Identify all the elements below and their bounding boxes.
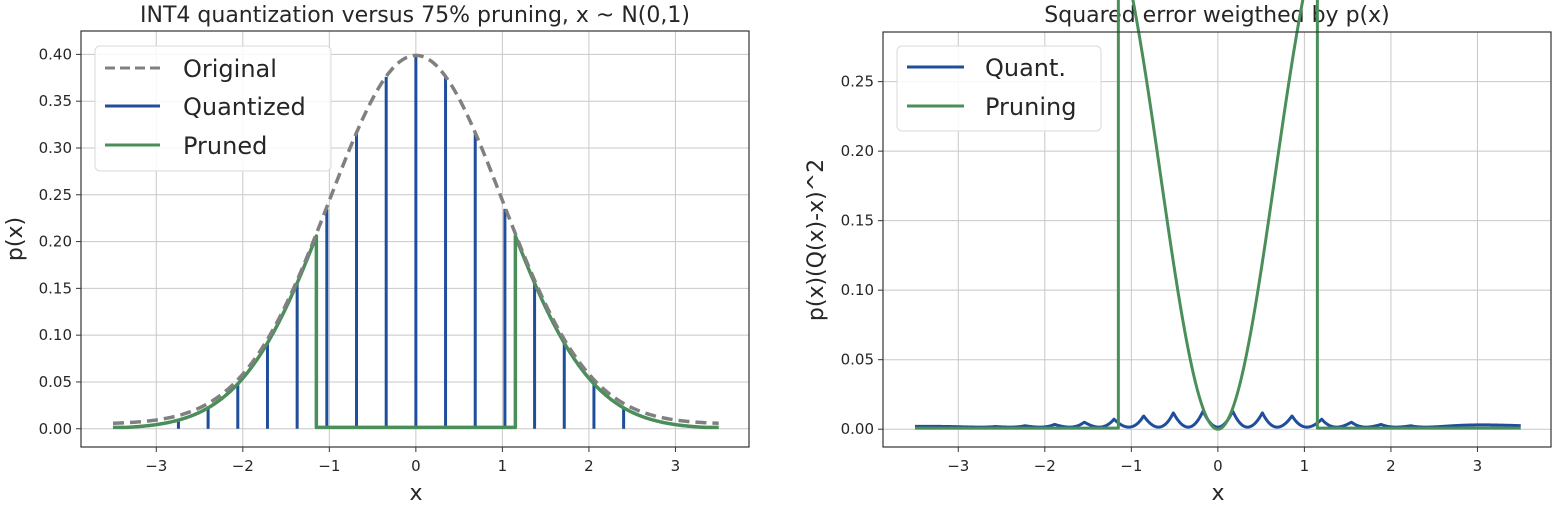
right-ylabel: p(x)(Q(x)-x)^2 xyxy=(804,159,829,321)
x-tick-label: −3 xyxy=(947,457,969,475)
legend-original-label: Original xyxy=(183,55,277,83)
x-tick-label: 3 xyxy=(1473,457,1483,475)
left-xlabel: x xyxy=(409,481,422,504)
y-tick-label: 0.05 xyxy=(39,373,72,391)
y-tick-label: 0.00 xyxy=(39,420,72,438)
y-tick-label: 0.35 xyxy=(39,92,72,110)
pruning-error-line xyxy=(915,0,1521,431)
left-plot-area xyxy=(112,53,720,430)
x-tick-label: −3 xyxy=(145,457,167,475)
y-tick-label: 0.00 xyxy=(841,420,874,438)
left-legend: Original Quantized Pruned xyxy=(94,45,332,172)
right-legend: Quant. Pruning xyxy=(896,45,1102,132)
right-plot-area xyxy=(913,0,1522,431)
x-tick-label: 2 xyxy=(584,457,594,475)
x-tick-label: −1 xyxy=(318,457,340,475)
original-line xyxy=(112,53,719,426)
left-chart: INT4 quantization versus 75% pruning, x … xyxy=(3,3,750,506)
y-tick-label: 0.05 xyxy=(841,351,874,369)
x-tick-label: −1 xyxy=(1120,457,1142,475)
x-tick-label: −2 xyxy=(1034,457,1056,475)
x-tick-label: 0 xyxy=(1213,457,1223,475)
legend-pruned-label: Pruned xyxy=(183,132,267,160)
y-tick-label: 0.15 xyxy=(39,279,72,297)
left-ticks: −3 −2 −1 0 1 2 3 0.00 0.05 0.10 0.15 0.20 0.25 0.30 0.… xyxy=(39,45,681,475)
left-ylabel: p(x) xyxy=(3,217,28,261)
y-tick-label: 0.10 xyxy=(39,326,72,344)
y-tick-label: 0.15 xyxy=(841,212,874,230)
legend-pruning-label: Pruning xyxy=(985,93,1076,121)
x-tick-label: 0 xyxy=(411,457,421,475)
legend-quant-label: Quant. xyxy=(985,54,1066,82)
legend-quantized-label: Quantized xyxy=(183,93,306,121)
x-tick-label: 1 xyxy=(498,457,508,475)
y-tick-label: 0.20 xyxy=(39,233,72,251)
y-tick-label: 0.10 xyxy=(841,281,874,299)
right-ticks: −3 −2 −1 0 1 2 3 0.00 0.05 0.10 0.15 0.20 0.25 xyxy=(841,73,1483,475)
right-chart: Squared error weigthed by p(x) −3 −2 −1 0 1 2… xyxy=(804,0,1552,506)
pruned-line xyxy=(112,234,720,430)
x-tick-label: 2 xyxy=(1386,457,1396,475)
y-tick-label: 0.25 xyxy=(841,73,874,91)
y-tick-label: 0.30 xyxy=(39,139,72,157)
right-xlabel: x xyxy=(1211,481,1224,504)
right-axes-frame xyxy=(882,31,1552,448)
y-tick-label: 0.25 xyxy=(39,186,72,204)
left-chart-title: INT4 quantization versus 75% pruning, x … xyxy=(140,3,690,28)
left-legend-box xyxy=(94,45,332,172)
left-axes-frame xyxy=(80,30,750,448)
x-tick-label: 1 xyxy=(1300,457,1310,475)
x-tick-label: 3 xyxy=(671,457,681,475)
x-tick-label: −2 xyxy=(232,457,254,475)
right-chart-title: Squared error weigthed by p(x) xyxy=(1044,3,1389,28)
y-tick-label: 0.20 xyxy=(841,142,874,160)
y-tick-label: 0.40 xyxy=(39,45,72,63)
